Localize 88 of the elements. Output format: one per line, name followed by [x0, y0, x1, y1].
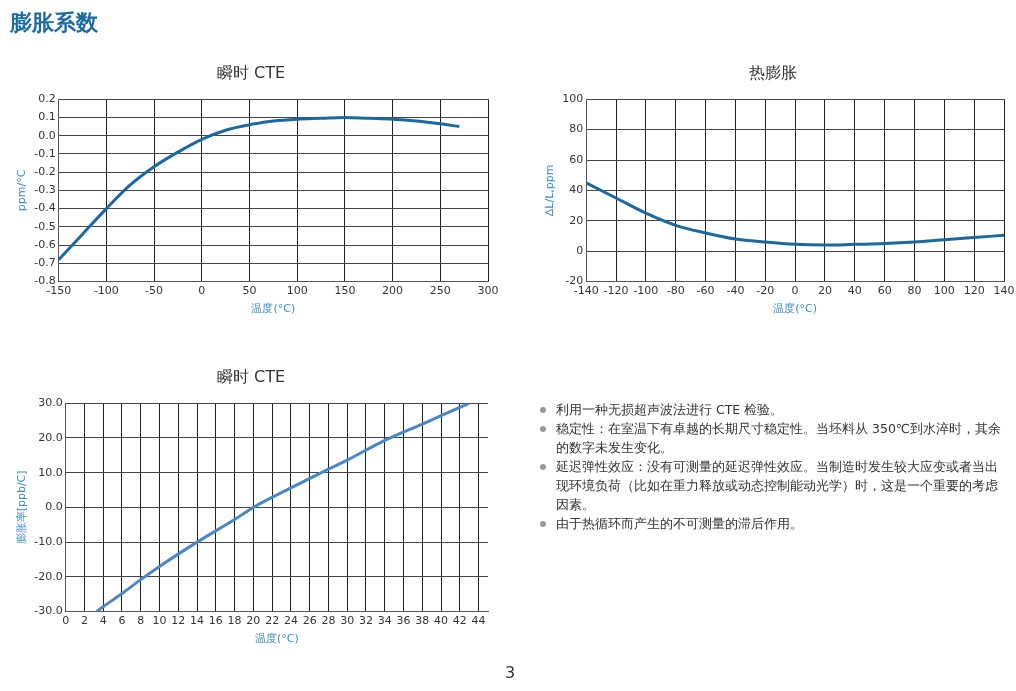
x-axis-title: 温度(°C) [254, 632, 299, 646]
line-series [586, 181, 1004, 247]
y-tick-label: 20.0 [38, 430, 63, 444]
x-tick-label: 80 [907, 284, 922, 298]
y-tick-label: -0.4 [34, 201, 56, 215]
y-tick-label: -0.5 [34, 219, 56, 233]
x-tick-label: 8 [137, 614, 145, 628]
text: 膨胀系数 [10, 9, 98, 37]
x-tick-label: -20 [756, 284, 775, 298]
x-tick-label: 40 [847, 284, 862, 298]
x-tick-label: 140 [993, 284, 1015, 298]
x-tick-label: -140 [573, 284, 599, 298]
x-tick-label: 30 [340, 614, 355, 628]
x-tick-label: 24 [283, 614, 298, 628]
y-tick-label: 30.0 [38, 396, 63, 410]
x-tick-label: 14 [190, 614, 205, 628]
x-tick-label: -100 [93, 284, 119, 298]
x-tick-label: 38 [415, 614, 430, 628]
text: 稳定性：在室温下有卓越的长期尺寸稳定性。当坯料从 350℃到水淬时，其余的数字未发生变化。 [556, 420, 1002, 457]
y-tick-label: -10.0 [34, 534, 63, 548]
x-tick-label: 26 [302, 614, 317, 628]
y-tick-label: 60 [569, 152, 584, 166]
x-tick-label: 150 [334, 284, 356, 298]
y-tick-label: 40 [569, 183, 584, 197]
y-tick-label: 0.0 [38, 128, 56, 142]
y-tick-label: -0.6 [34, 237, 56, 251]
x-tick-label: 0 [791, 284, 799, 298]
x-tick-label: 250 [429, 284, 451, 298]
y-tick-label: 0.1 [38, 110, 56, 124]
x-tick-label: 16 [208, 614, 223, 628]
x-tick-label: 100 [286, 284, 308, 298]
y-tick-label: -0.2 [34, 165, 56, 179]
y-tick-label: -0.7 [34, 256, 56, 270]
x-tick-label: -60 [696, 284, 715, 298]
x-tick-label: -100 [633, 284, 659, 298]
x-tick-label: 10 [152, 614, 167, 628]
x-tick-label: -80 [666, 284, 685, 298]
x-tick-label: 44 [471, 614, 486, 628]
x-tick-label: 60 [877, 284, 892, 298]
x-tick-label: 12 [171, 614, 186, 628]
x-tick-label: 200 [382, 284, 404, 298]
x-tick-label: -40 [726, 284, 745, 298]
y-tick-label: 0 [576, 244, 584, 258]
x-tick-label: -120 [603, 284, 629, 298]
x-tick-label: 18 [227, 614, 242, 628]
x-tick-label: 40 [434, 614, 449, 628]
x-axis-title: 温度(°C) [773, 302, 817, 316]
x-tick-label: 28 [321, 614, 336, 628]
x-tick-label: 42 [452, 614, 467, 628]
y-tick-label: 0.2 [38, 92, 56, 106]
x-tick-label: 22 [265, 614, 280, 628]
y-tick-label: -0.1 [34, 146, 56, 160]
x-tick-label: 6 [118, 614, 126, 628]
x-tick-label: 2 [80, 614, 88, 628]
x-tick-label: 100 [933, 284, 955, 298]
x-tick-label: 120 [963, 284, 985, 298]
line-series [95, 403, 471, 612]
y-tick-label: 80 [569, 122, 584, 136]
text: 利用一种无损超声波法进行 CTE 检验。 [556, 401, 785, 419]
y-tick-label: 20 [569, 213, 584, 227]
x-tick-label: 0 [198, 284, 206, 298]
x-tick-label: 300 [477, 284, 499, 298]
text: 延迟弹性效应：没有可测量的延迟弹性效应。当制造时发生较大应变或者当出现环境负荷（比如在重力释放或动态控制能动光学）时，这是一个重要的考虑因素。 [556, 458, 999, 514]
y-tick-label: 10.0 [38, 465, 63, 479]
line-series [58, 115, 461, 262]
y-axis-title: 膨胀率[ppb/C] [15, 470, 29, 545]
y-tick-label: -0.3 [34, 183, 56, 197]
text: 由于热循环而产生的不可测量的滞后作用。 [556, 515, 804, 533]
chart-title: 热膨胀 [749, 62, 797, 82]
x-tick-label: 20 [246, 614, 261, 628]
x-axis-title: 温度(°C) [251, 302, 296, 316]
chart-title: 瞬时 CTE [216, 366, 286, 386]
y-tick-label: -30.0 [34, 604, 63, 618]
x-tick-label: -150 [46, 284, 72, 298]
x-tick-label: 50 [242, 284, 257, 298]
x-tick-label: 34 [377, 614, 392, 628]
y-tick-label: 0.0 [45, 500, 63, 514]
y-tick-label: -20.0 [34, 569, 63, 583]
x-tick-label: 20 [817, 284, 832, 298]
x-tick-label: 4 [99, 614, 107, 628]
text: 3 [505, 663, 516, 682]
x-tick-label: 36 [396, 614, 411, 628]
x-tick-label: -50 [145, 284, 164, 298]
chart-title: 瞬时 CTE [216, 62, 286, 82]
y-axis-title: ΔL/L,ppm [543, 164, 557, 217]
y-tick-label: 100 [562, 92, 584, 106]
x-tick-label: 32 [358, 614, 373, 628]
y-axis-title: ppm/°C [15, 169, 29, 212]
